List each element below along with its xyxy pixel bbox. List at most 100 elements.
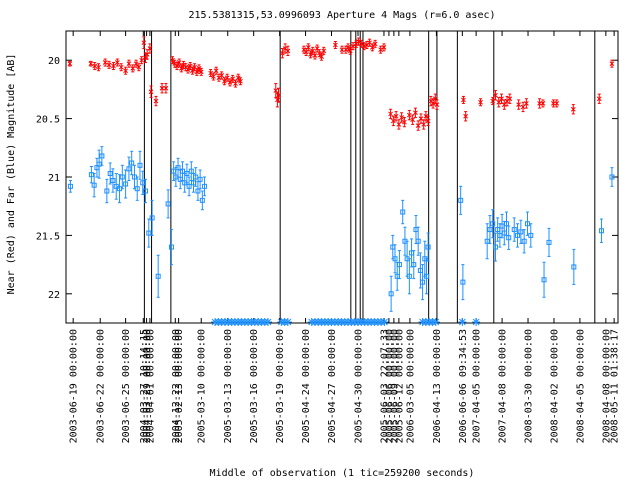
point-marker <box>317 50 322 56</box>
far-magnitude-point <box>119 164 125 190</box>
x-tick-label: 2008-04-05 00:00:00 <box>575 329 586 443</box>
point-marker <box>208 70 213 76</box>
near-magnitude-point <box>233 79 238 88</box>
near-magnitude-point <box>609 59 615 68</box>
point-marker <box>598 228 604 234</box>
point-marker <box>148 89 154 95</box>
near-magnitude-point <box>378 45 383 54</box>
far-magnitude-point <box>195 181 201 201</box>
point-marker <box>190 68 195 74</box>
x-tick-label: 2008-05-11 01:38:17 <box>610 329 621 443</box>
point-marker <box>546 239 552 245</box>
point-marker <box>425 118 431 124</box>
point-marker <box>319 54 324 60</box>
point-marker <box>202 183 208 189</box>
far-magnitude-point <box>411 250 417 280</box>
point-marker <box>413 110 418 116</box>
near-magnitude-point <box>413 107 418 118</box>
point-marker <box>596 96 602 102</box>
far-magnitude-point <box>571 248 577 285</box>
point-marker <box>478 99 483 105</box>
near-magnitude-point <box>159 83 165 94</box>
near-magnitude-point <box>314 44 320 53</box>
far-magnitude-point <box>515 223 521 248</box>
near-magnitude-point <box>415 120 421 131</box>
near-magnitude-point <box>308 50 313 59</box>
far-magnitude-point <box>460 264 466 301</box>
point-marker <box>432 96 438 102</box>
point-marker <box>197 176 203 182</box>
near-magnitude-point <box>537 98 542 109</box>
point-marker <box>399 115 404 120</box>
far-magnitude-point <box>186 176 192 197</box>
point-marker <box>168 244 174 250</box>
near-magnitude-point <box>211 72 216 81</box>
near-magnitude-point <box>463 111 469 122</box>
point-marker <box>211 74 216 79</box>
far-magnitude-point <box>193 167 199 187</box>
point-marker <box>396 262 402 268</box>
near-magnitude-point <box>153 95 159 107</box>
point-marker <box>423 273 429 279</box>
x-tick-label: 2003-06-19 00:00:00 <box>69 329 80 443</box>
x-axis-ticks: 2003-06-19 00:00:00 2003-06-22 00:00:00 20… <box>69 31 621 443</box>
point-marker <box>238 78 243 84</box>
x-tick-label: 2004-03-29 00:00:00 <box>142 329 153 443</box>
far-magnitude-point <box>390 234 396 260</box>
point-marker <box>430 101 436 106</box>
near-magnitude-point <box>111 62 116 71</box>
point-marker <box>381 44 387 50</box>
near-magnitude-point <box>516 99 521 110</box>
x-tick-label: 2004-03-27 10:14:15 <box>139 329 150 443</box>
near-magnitude-point <box>551 99 556 108</box>
point-marker <box>227 80 233 85</box>
near-magnitude-point <box>596 93 602 104</box>
near-magnitude-point <box>190 66 195 75</box>
near-magnitude-point <box>317 49 322 58</box>
point-marker <box>314 46 320 51</box>
near-magnitude-point <box>280 48 285 59</box>
point-marker <box>170 57 175 63</box>
y-tick-label: 22 <box>48 290 60 301</box>
point-marker <box>141 40 147 46</box>
near-magnitude-point <box>396 119 402 130</box>
point-marker <box>460 279 466 285</box>
point-marker <box>233 81 238 86</box>
far-magnitude-point <box>392 244 398 274</box>
limit-marker <box>431 318 440 326</box>
far-magnitude-point <box>425 232 431 262</box>
x-tick-label: 2005-06-09 00:00:00 <box>389 329 400 443</box>
point-marker <box>123 68 128 74</box>
point-marker <box>428 98 434 104</box>
point-marker <box>192 64 197 70</box>
point-marker <box>194 69 200 75</box>
point-marker <box>390 118 396 124</box>
near-magnitude-point <box>273 83 279 99</box>
near-magnitude-point <box>540 99 546 108</box>
point-marker <box>88 172 94 178</box>
point-marker <box>137 162 143 168</box>
point-marker <box>107 170 113 176</box>
far-magnitude-point <box>146 218 152 248</box>
far-magnitude-point <box>415 226 421 256</box>
x-axis-label: Middle of observation (1 tic=259200 seco… <box>210 468 475 479</box>
point-marker <box>186 183 192 189</box>
point-marker <box>521 238 527 244</box>
far-magnitude-point <box>94 157 100 178</box>
point-marker <box>153 98 159 104</box>
near-magnitude-point <box>554 99 560 108</box>
point-marker <box>484 238 490 244</box>
x-tick-label: 2006-06-06 09:34:53 <box>458 329 469 443</box>
far-magnitude-point <box>511 217 517 242</box>
near-magnitude-point <box>570 104 576 115</box>
point-marker <box>104 188 110 194</box>
point-marker <box>196 66 202 71</box>
point-marker <box>400 209 406 215</box>
point-marker <box>515 232 521 238</box>
point-marker <box>503 221 509 227</box>
near-magnitude-point <box>499 93 504 104</box>
point-marker <box>92 63 98 69</box>
near-magnitude-point <box>434 99 440 110</box>
near-magnitude-point <box>224 73 230 82</box>
